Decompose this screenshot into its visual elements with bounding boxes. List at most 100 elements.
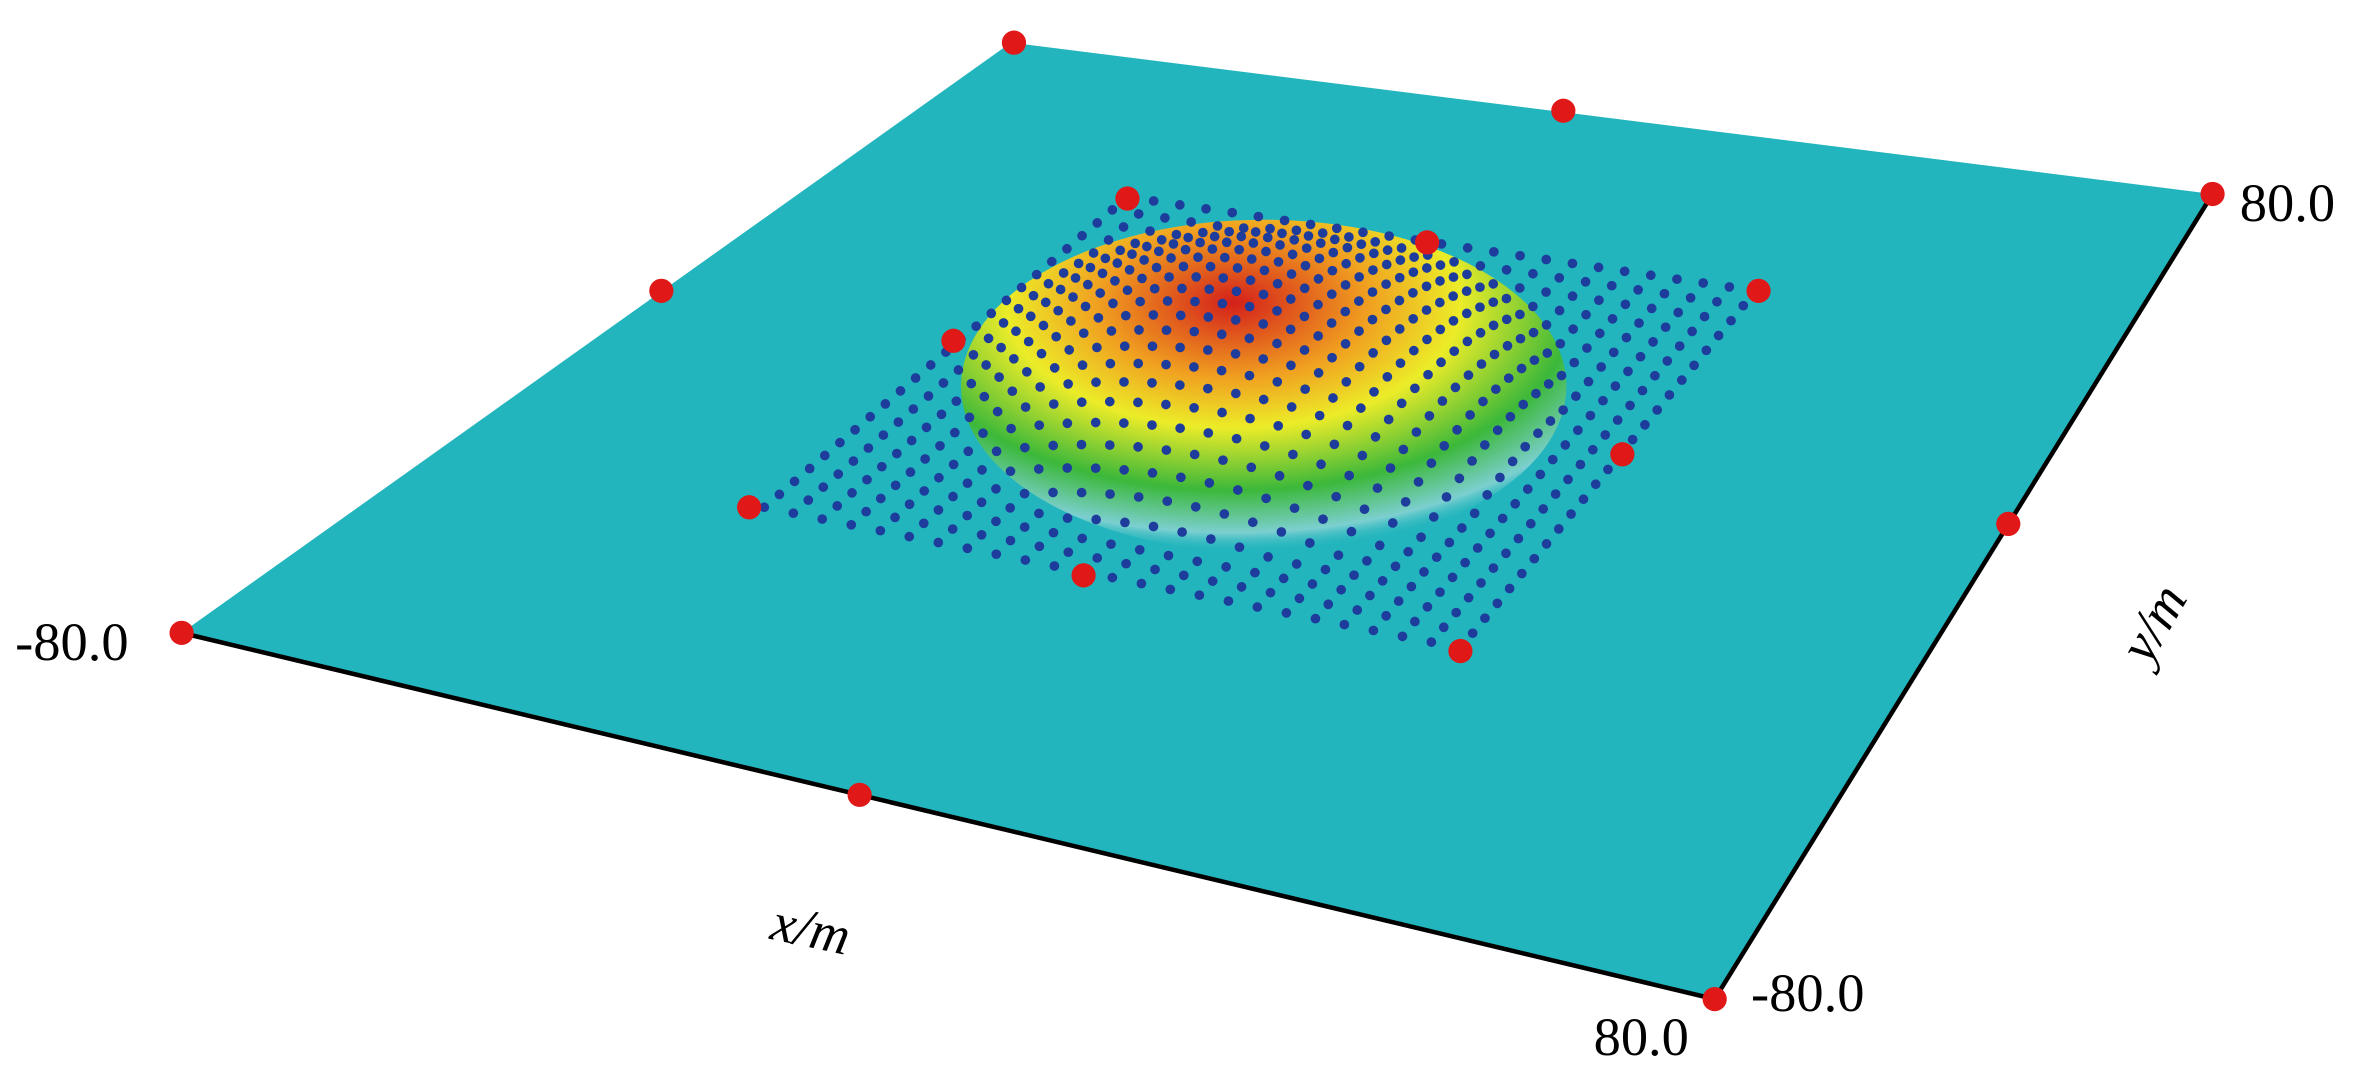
grid-node xyxy=(1258,394,1269,405)
grid-node xyxy=(1377,575,1388,586)
grid-node xyxy=(1034,508,1044,519)
grid-node xyxy=(1329,439,1340,450)
grid-node xyxy=(1580,276,1591,287)
grid-node xyxy=(880,399,891,409)
grid-node xyxy=(1048,440,1059,451)
grid-node xyxy=(986,308,997,319)
grid-node xyxy=(1441,492,1452,502)
grid-node xyxy=(1048,399,1059,409)
grid-node xyxy=(1190,296,1200,307)
grid-node xyxy=(976,529,987,540)
grid-node xyxy=(1291,225,1302,236)
grid-node xyxy=(1219,252,1230,263)
grid-node xyxy=(1593,262,1604,273)
grid-node xyxy=(1272,305,1282,316)
grid-node xyxy=(1204,284,1215,295)
grid-node xyxy=(1307,579,1318,589)
grid-node xyxy=(1488,563,1499,573)
grid-node xyxy=(1133,442,1143,452)
grid-node xyxy=(1354,326,1364,336)
grid-node xyxy=(1244,301,1255,312)
grid-node xyxy=(1165,584,1176,595)
grid-node xyxy=(1568,324,1579,334)
grid-node xyxy=(994,372,1004,382)
grid-node xyxy=(1554,272,1565,283)
grid-node xyxy=(1423,369,1433,380)
grid-node xyxy=(1501,293,1512,304)
grid-node xyxy=(998,318,1009,328)
grid-node xyxy=(1515,250,1525,261)
grid-node xyxy=(1454,473,1465,484)
grid-node xyxy=(1607,313,1618,324)
grid-node xyxy=(1161,325,1172,336)
grid-node xyxy=(1416,532,1426,543)
grid-node xyxy=(1367,314,1378,325)
grid-node xyxy=(1344,232,1354,242)
grid-node xyxy=(923,391,934,401)
grid-node xyxy=(1408,287,1418,298)
grid-node xyxy=(1490,384,1501,395)
grid-node xyxy=(1685,292,1696,303)
grid-node xyxy=(1603,464,1613,475)
control-point xyxy=(1996,511,2021,537)
grid-node xyxy=(1627,434,1638,445)
grid-node xyxy=(1365,590,1375,601)
grid-node xyxy=(1246,462,1257,473)
grid-node xyxy=(1082,279,1093,290)
grid-node xyxy=(1198,227,1208,238)
grid-node xyxy=(1489,246,1499,257)
grid-node xyxy=(1314,253,1325,264)
grid-node xyxy=(1588,444,1598,455)
grid-node xyxy=(1230,315,1241,325)
grid-node xyxy=(1460,557,1470,568)
grid-node xyxy=(1118,222,1129,232)
grid-node xyxy=(1645,270,1656,281)
grid-node xyxy=(1245,413,1255,424)
grid-node xyxy=(1299,311,1310,322)
grid-node xyxy=(1130,238,1141,249)
grid-node xyxy=(1186,217,1197,227)
grid-node xyxy=(1119,418,1129,428)
grid-node xyxy=(1318,514,1328,525)
grid-node xyxy=(1277,228,1287,239)
grid-node xyxy=(1104,396,1115,407)
grid-node xyxy=(947,524,958,534)
grid-node xyxy=(1189,402,1199,413)
grid-node xyxy=(1139,255,1149,265)
grid-node xyxy=(1178,261,1189,272)
grid-node xyxy=(1381,304,1391,315)
grid-node xyxy=(895,386,906,396)
grid-node xyxy=(1236,231,1247,242)
grid-node xyxy=(1203,428,1214,438)
grid-node xyxy=(1333,550,1344,561)
grid-node xyxy=(1369,248,1379,259)
grid-node xyxy=(1278,573,1289,584)
grid-node xyxy=(1510,498,1521,509)
grid-node xyxy=(1492,598,1503,609)
grid-node xyxy=(1013,303,1024,314)
grid-node xyxy=(1034,541,1045,552)
grid-node xyxy=(1495,472,1505,483)
grid-node xyxy=(1501,548,1511,559)
grid-node xyxy=(1194,590,1205,601)
grid-node xyxy=(938,378,949,388)
grid-node xyxy=(1397,631,1408,642)
grid-node xyxy=(1520,441,1531,452)
grid-node xyxy=(1189,326,1200,337)
grid-node xyxy=(1541,320,1552,330)
grid-node xyxy=(1543,379,1554,389)
grid-node xyxy=(908,404,919,414)
grid-node xyxy=(1202,345,1213,355)
grid-node xyxy=(977,465,987,475)
grid-node xyxy=(1162,296,1173,306)
grid-node xyxy=(875,493,886,504)
grid-node xyxy=(1234,542,1245,553)
grid-node xyxy=(1019,488,1030,499)
grid-node xyxy=(1513,533,1524,544)
grid-node xyxy=(1224,226,1235,237)
grid-node xyxy=(1518,399,1529,410)
grid-node xyxy=(789,476,800,487)
control-point xyxy=(1610,442,1635,467)
grid-node xyxy=(1368,625,1379,636)
grid-node xyxy=(1673,307,1684,318)
